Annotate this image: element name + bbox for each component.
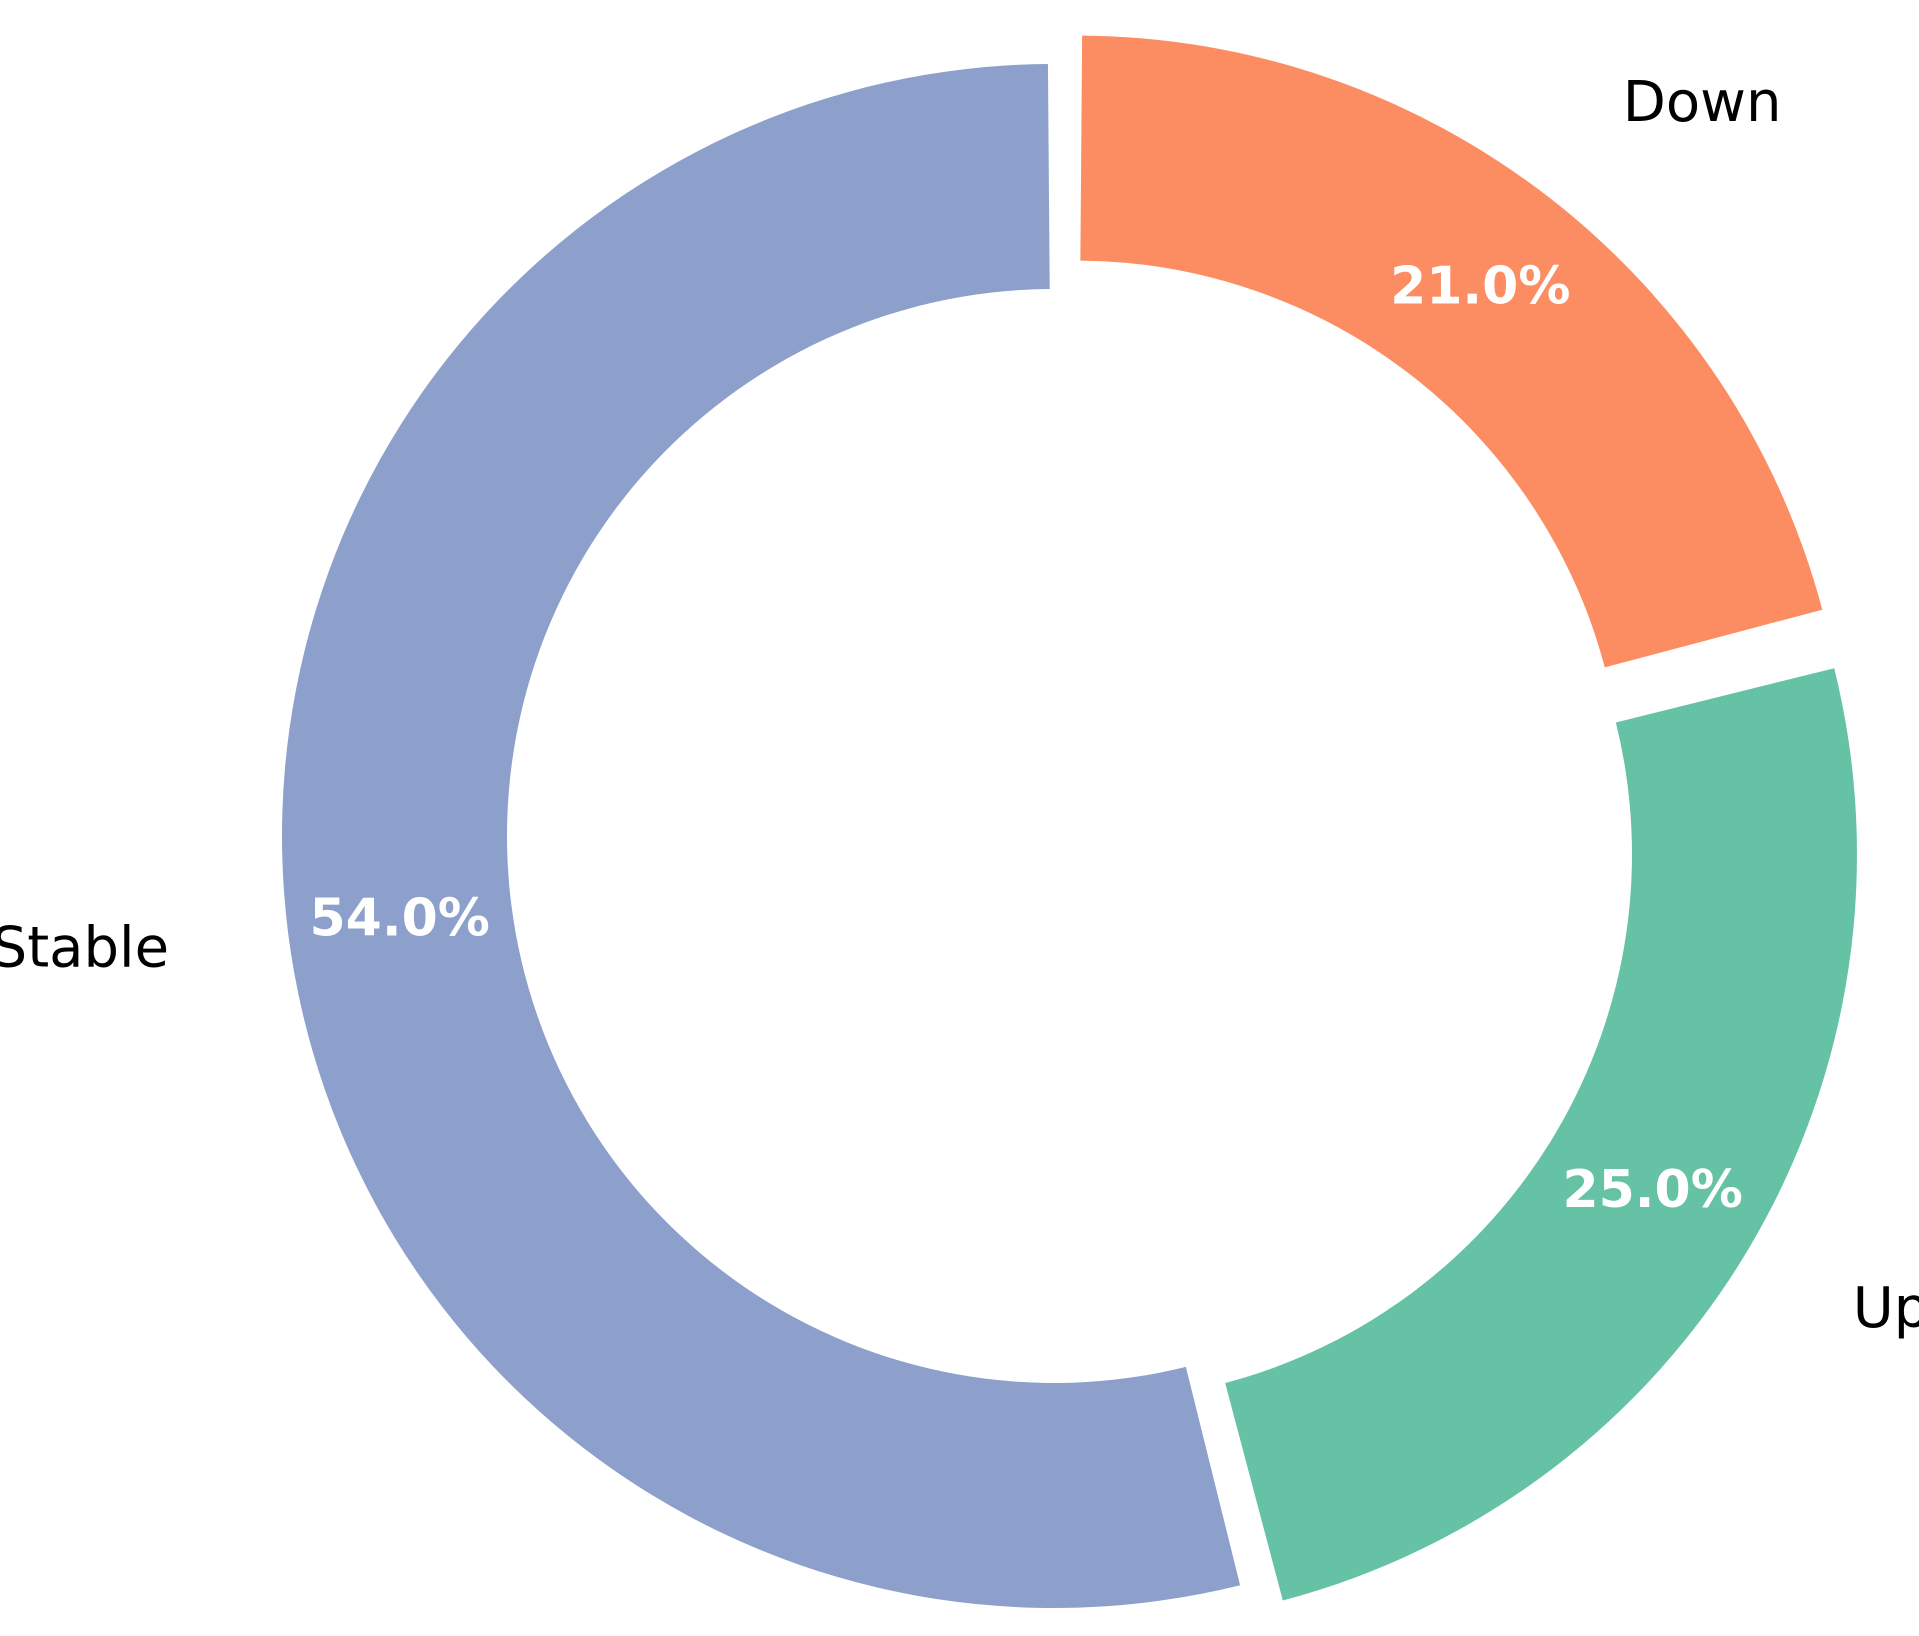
pct-label-up: 25.0% [1562, 1160, 1742, 1220]
slice-up [1225, 668, 1857, 1601]
category-label-down: Down [1623, 70, 1782, 135]
labels-group: 54.0% Stable 25.0% Up 21.0% Down [0, 70, 1919, 1341]
pct-label-down: 21.0% [1390, 256, 1570, 316]
category-label-stable: Stable [0, 915, 169, 980]
category-label-up: Up [1853, 1276, 1919, 1341]
pct-label-stable: 54.0% [309, 889, 489, 949]
slice-stable [281, 64, 1241, 1609]
slices-group [281, 35, 1857, 1609]
slice-down [1080, 35, 1823, 668]
